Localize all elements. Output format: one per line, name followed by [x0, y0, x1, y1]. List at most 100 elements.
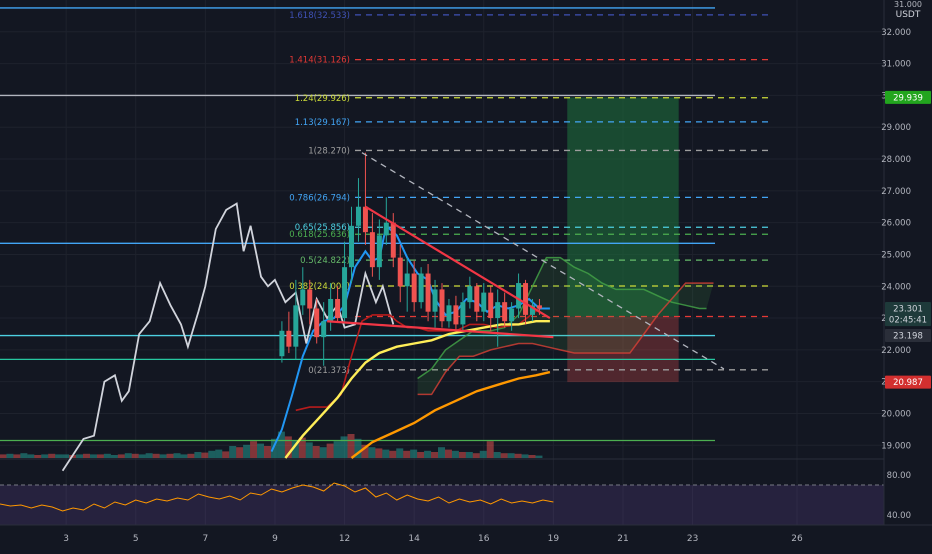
volume-bar [96, 454, 104, 458]
candle-body [293, 305, 299, 347]
price-tick-label: 27.000 [881, 187, 911, 197]
long-position-box[interactable] [567, 97, 679, 383]
time-tick-label: 26 [791, 534, 803, 544]
candle-body [502, 302, 508, 322]
volume-bar [222, 451, 230, 458]
volume-bar [451, 450, 459, 458]
volume-bar [89, 454, 97, 458]
time-tick-label: 21 [617, 534, 628, 544]
candle-body [432, 289, 438, 312]
trendlines[interactable] [327, 152, 725, 370]
price-badge-label: 29.939 [893, 93, 923, 103]
candle-body [425, 273, 431, 312]
candle-body [355, 206, 361, 226]
volume-bar [284, 436, 292, 458]
time-axis[interactable]: 3 5 7 9 12 14 16 19 21 23 26 [0, 524, 932, 544]
volume-bar [250, 441, 258, 458]
price-tick-label: 28.000 [881, 155, 911, 165]
orange-ma-line [350, 370, 551, 459]
volume-bar [62, 454, 70, 458]
fib-level-label: 0.618(25.636) [289, 230, 350, 240]
price-axis[interactable]: 31.000 USDT 32.00031.00030.00029.00028.0… [881, 0, 932, 525]
volume-bar [277, 431, 285, 458]
volume-bar [145, 453, 153, 458]
volume-bar [521, 454, 529, 458]
fib-level-label: 1.13(29.167) [295, 118, 350, 128]
volume-bar [500, 453, 508, 458]
volume-bar [326, 443, 334, 458]
volume-bar [396, 448, 404, 458]
candle-body [495, 302, 501, 319]
price-badge [885, 313, 931, 327]
volume-bar [312, 446, 320, 458]
price-badge-label: 23.301 [893, 304, 923, 314]
volume-bar [6, 453, 14, 458]
dark-red-line [295, 307, 540, 412]
rsi-band [0, 485, 884, 525]
horizontal-lines[interactable] [0, 7, 715, 442]
volume-bar [472, 453, 480, 458]
volume-bar [110, 455, 118, 458]
volume-bar [424, 450, 432, 458]
volume-bar [438, 447, 445, 458]
price-badge-label: 23.198 [893, 332, 923, 342]
candle-body [369, 232, 375, 268]
price-axis-background [884, 0, 932, 525]
fib-level-label: 1(28.270) [308, 146, 350, 156]
candle-body [446, 305, 452, 322]
volume-bar [354, 438, 362, 458]
price-tick-label: 24.000 [881, 282, 911, 292]
volume-bar [229, 446, 237, 458]
volume-bar [208, 450, 216, 458]
volume-bar [382, 449, 390, 458]
stop-zone [567, 316, 679, 383]
volume-bar [166, 453, 174, 458]
volume-bar [417, 452, 425, 458]
candle-body [509, 308, 515, 322]
volume-bar [431, 452, 439, 458]
volume-bar [159, 454, 167, 458]
price-tick-label: 19.000 [881, 441, 911, 451]
rsi-line [0, 482, 554, 512]
volume-bar [152, 453, 160, 458]
volume-bar [124, 453, 132, 458]
candle-body [328, 298, 334, 322]
volume-bar [236, 447, 244, 458]
cloud-fill [417, 257, 714, 395]
fibonacci-levels[interactable]: 1.618(32.533) 1.414(31.126) 1.24(29.926) 1.… [289, 11, 773, 376]
fib-level-label: 0(21.373) [308, 366, 350, 376]
time-tick-label: 12 [339, 534, 350, 544]
candle-body [307, 289, 313, 309]
volume-bar [458, 452, 466, 458]
volume-bar [333, 441, 341, 458]
volume-bar [215, 449, 223, 458]
price-tick-label: 26.000 [881, 219, 911, 229]
yellow-ma-line [284, 320, 550, 459]
volume-bar [465, 452, 473, 458]
volume-bar [507, 453, 515, 458]
cloud-lines [417, 256, 714, 396]
target-zone-overlay [567, 97, 679, 317]
volume-bar [194, 452, 202, 458]
target-zone [567, 97, 679, 317]
candle-body [404, 273, 410, 287]
price-badges: 29.939 23.301 02:45:41 23.198 20.987 [885, 90, 931, 389]
volume-bar [201, 452, 209, 458]
candle-body [397, 257, 403, 287]
indicator-lines [61, 202, 551, 472]
candle-body [474, 286, 480, 312]
candle-body [453, 305, 459, 325]
volume-bar [514, 453, 522, 458]
candle-body [516, 283, 522, 309]
candle-body [362, 206, 368, 233]
upper-red-trendline [364, 205, 551, 319]
fib-level-label: 0.382(24.008) [289, 282, 350, 292]
volume-bar [187, 453, 195, 458]
volume-bar [138, 454, 146, 458]
candle-body [481, 292, 487, 312]
rsi-value-line [0, 482, 554, 512]
volume-bar [55, 454, 63, 458]
